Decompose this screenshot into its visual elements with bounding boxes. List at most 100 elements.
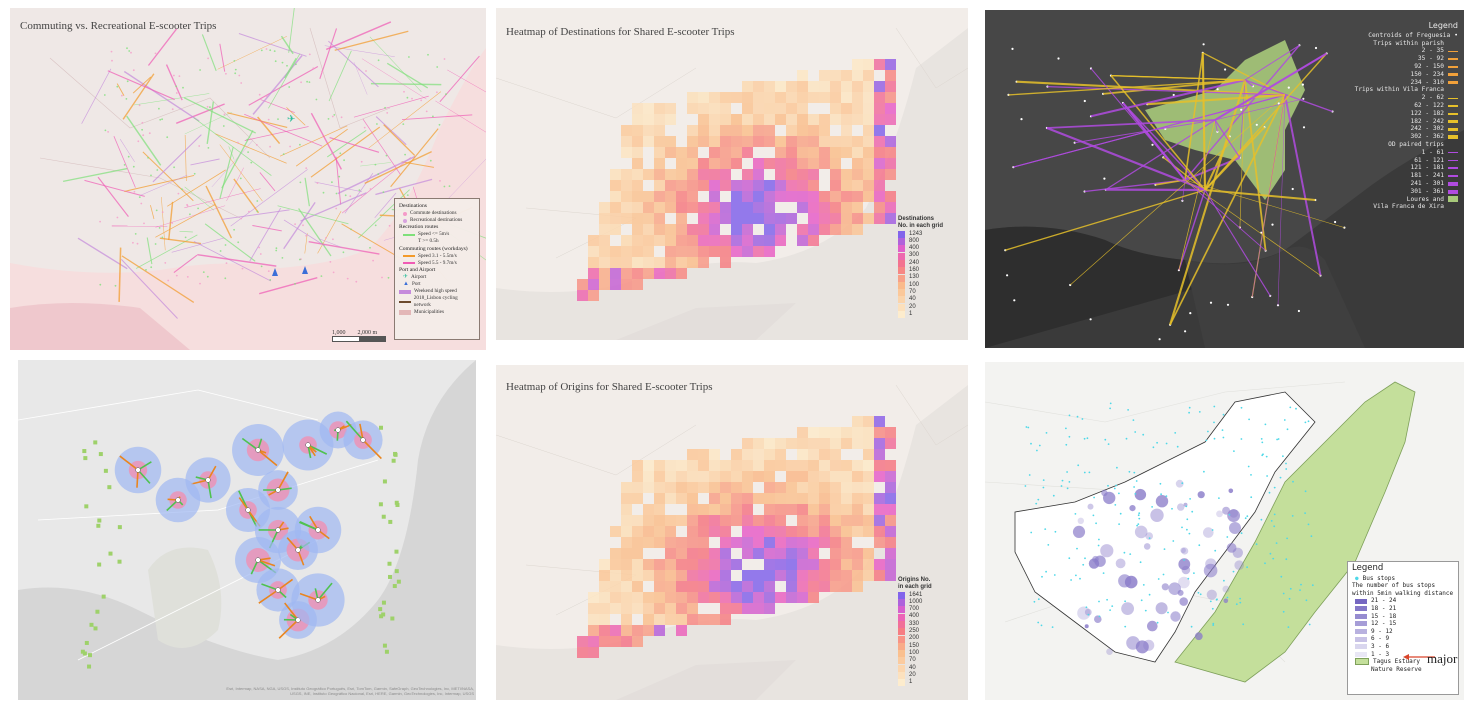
heatmap-cell — [709, 103, 720, 114]
legend-row: 6 - 9 — [1352, 635, 1454, 643]
destination-point — [222, 125, 225, 127]
coverage-area — [1216, 510, 1223, 518]
centroid-point — [1334, 220, 1337, 224]
legend-swatch — [1355, 598, 1367, 604]
route-line — [244, 126, 309, 141]
legend-row: 21 - 24 — [1352, 597, 1454, 605]
destination-point — [294, 283, 296, 285]
heatmap-cell — [599, 625, 610, 636]
bus-stop-point — [1197, 591, 1200, 594]
route-line — [353, 95, 429, 118]
heatmap-cell — [665, 103, 676, 114]
heatmap-cell — [709, 180, 720, 191]
panel-title: Heatmap of Destinations for Shared E-sco… — [506, 26, 735, 38]
legend-row: 250 — [898, 628, 932, 636]
station-icon — [87, 664, 92, 669]
destination-point — [269, 49, 272, 52]
heatmap-cell — [665, 614, 676, 625]
legend-label: Tagus Estuary — [1373, 658, 1420, 666]
destination-point — [295, 63, 297, 66]
destination-point — [114, 284, 117, 287]
heatmap-legend: Destinations No. in each grid 1243 800 400… — [898, 216, 943, 318]
legend-title: No. in each grid — [898, 223, 944, 230]
heatmap-cell — [731, 460, 742, 471]
heatmap-cell — [621, 625, 632, 636]
heatmap-cell — [588, 614, 599, 625]
flow-line — [1214, 119, 1218, 132]
route-line — [204, 223, 256, 262]
heatmap-cell — [797, 158, 808, 169]
bus-stop-point — [1163, 548, 1166, 550]
bus-stop-point — [1282, 610, 1285, 613]
legend-swatch — [1448, 182, 1458, 186]
destination-point — [182, 86, 184, 89]
heatmap-cell — [654, 125, 665, 136]
destination-point — [110, 50, 113, 53]
heatmap-cell — [775, 92, 786, 103]
heatmap-cell — [885, 559, 896, 570]
heatmap-cell — [654, 268, 665, 279]
heatmap-cell — [709, 169, 720, 180]
heatmap-cell — [742, 81, 753, 92]
destination-point — [376, 123, 378, 125]
route-line — [390, 128, 439, 188]
destination-point — [275, 249, 278, 252]
destination-point — [308, 81, 311, 83]
centroid-point — [1011, 47, 1014, 51]
heatmap-cell — [698, 548, 709, 559]
heatmap-cell — [830, 526, 841, 537]
route-line — [337, 155, 416, 195]
heatmap-cell — [610, 257, 621, 268]
legend-label: 234 - 310 — [1410, 78, 1444, 86]
heatmap-cell — [797, 191, 808, 202]
heatmap-cell — [621, 482, 632, 493]
legend-label: Airport — [411, 273, 427, 280]
destination-point — [247, 151, 250, 154]
heatmap-cell — [819, 213, 830, 224]
centroid-point — [1083, 99, 1086, 103]
heatmap-cell — [830, 493, 841, 504]
heatmap-cell — [797, 460, 808, 471]
station-marker — [245, 507, 251, 513]
heatmap-cell — [632, 202, 643, 213]
bus-stop-point — [1060, 485, 1063, 487]
station-marker — [360, 437, 366, 443]
heatmap-cell — [599, 603, 610, 614]
bus-stop-point — [1030, 442, 1032, 445]
destination-point — [173, 74, 175, 77]
commuting-recreational-map-panel: ✈ Commuting vs. Recreational E-scooter T… — [10, 8, 486, 350]
route-line — [219, 144, 263, 202]
bus-stop-point — [1198, 411, 1201, 413]
heatmap-cell — [742, 482, 753, 493]
bus-stop-point — [1235, 603, 1238, 606]
destination-point — [184, 236, 187, 239]
legend-row: 302 - 362 — [1340, 133, 1458, 141]
destination-point — [132, 241, 134, 244]
cycling-link — [284, 602, 299, 621]
bus-stop-point — [1137, 523, 1140, 525]
destination-point — [277, 118, 279, 120]
bus-stop-point — [1304, 490, 1307, 493]
heatmap-cell — [742, 449, 753, 460]
heatmap-cell — [621, 493, 632, 504]
centroid-point — [1255, 123, 1258, 126]
destination-point — [225, 72, 227, 75]
legend-label: OD paired trips — [1388, 140, 1444, 148]
centroid-point — [1209, 301, 1213, 304]
heatmap-cell — [841, 504, 852, 515]
heatmap-cell — [720, 158, 731, 169]
route-line — [325, 21, 392, 51]
heatmap-cell — [786, 147, 797, 158]
bus-stop-point — [1308, 623, 1311, 626]
commuting-recreational-map: ✈ — [10, 8, 486, 350]
heatmap-cell — [709, 460, 720, 471]
legend-swatch — [1355, 629, 1367, 635]
bus-stop-point — [1289, 406, 1292, 409]
heatmap-cell — [698, 136, 709, 147]
heatmap-cell — [764, 603, 775, 614]
station-icon — [82, 651, 87, 656]
heatmap-cell — [874, 59, 885, 70]
bus-stop-point — [1037, 621, 1040, 624]
heatmap-cell — [709, 235, 720, 246]
destination-point — [427, 53, 429, 56]
